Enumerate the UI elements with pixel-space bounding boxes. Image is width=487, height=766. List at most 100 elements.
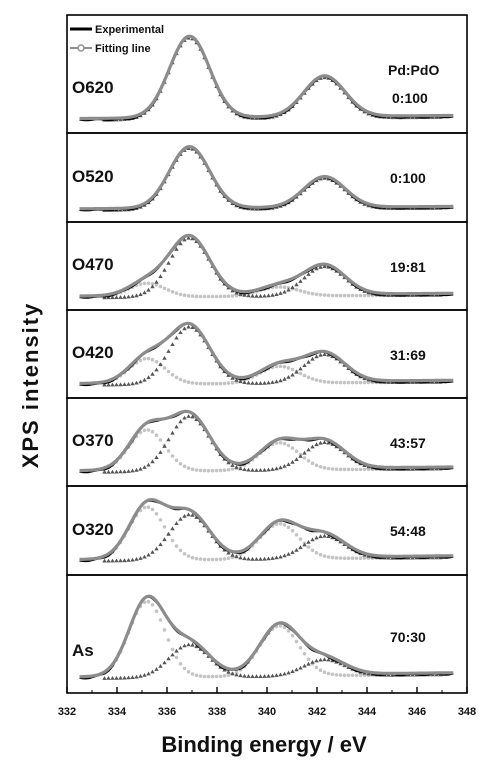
- pdo-component-point: [270, 467, 275, 471]
- pd-component-point: [318, 552, 323, 557]
- pd-component-point: [214, 557, 219, 562]
- pd-component-point: [310, 377, 315, 381]
- pd-component-point: [218, 674, 223, 679]
- pdo-component-point: [166, 656, 171, 661]
- pd-component-point: [338, 293, 343, 298]
- pdo-component-point: [126, 469, 131, 473]
- pd-component-point: [186, 466, 191, 470]
- pd-component-point: [190, 381, 195, 385]
- pdo-component-point: [270, 556, 275, 560]
- pdo-component-point: [278, 672, 283, 677]
- pdo-component-point: [286, 287, 291, 292]
- pdo-component-point: [118, 675, 123, 680]
- pd-component-point: [290, 367, 295, 372]
- pdo-component-point: [234, 465, 239, 469]
- pd-component-point: [342, 293, 347, 298]
- pdo-component-point: [238, 379, 243, 384]
- pd-component-point: [350, 380, 355, 385]
- pdo-component-point: [162, 537, 167, 542]
- pd-component-point: [322, 293, 327, 297]
- pdo-component-point: [142, 377, 147, 382]
- pdo-component-point: [114, 469, 119, 474]
- pd-component-point: [202, 294, 207, 299]
- pd-component-point: [162, 628, 167, 632]
- pdo-component-point: [318, 264, 323, 269]
- pdo-component-point: [122, 469, 127, 474]
- pd-component-point: [198, 674, 203, 678]
- pdo-component-point: [274, 466, 279, 471]
- pdo-component-point: [310, 444, 315, 449]
- pdo-component-point: [294, 547, 299, 552]
- pdo-component-point: [138, 674, 143, 678]
- pd-component-point: [146, 281, 151, 286]
- pd-component-point: [286, 629, 291, 633]
- pdo-component-point: [102, 382, 107, 387]
- pdo-component-point: [294, 282, 299, 287]
- ratio-label: 19:81: [390, 259, 426, 275]
- pdo-component-point: [162, 355, 167, 360]
- pdo-component-point: [118, 295, 123, 299]
- pd-component-point: [210, 557, 215, 562]
- pd-component-point: [142, 281, 147, 286]
- pd-component-point: [210, 381, 215, 386]
- pdo-component-point: [166, 260, 171, 265]
- pdo-component-point: [162, 660, 167, 665]
- pdo-component-point: [266, 467, 271, 472]
- pdo-component-point: [290, 550, 295, 554]
- pdo-component-point: [182, 643, 187, 648]
- pd-component-point: [310, 291, 315, 296]
- pd-component-point: [314, 665, 319, 670]
- pd-component-point: [158, 618, 163, 622]
- pdo-component-point: [130, 557, 135, 562]
- ratio-header: Pd:PdO: [388, 62, 439, 78]
- x-tick-label: 340: [258, 706, 276, 718]
- pd-component-point: [294, 533, 299, 537]
- pd-component-point: [206, 674, 211, 679]
- pdo-component-point: [158, 362, 163, 366]
- pdo-component-point: [298, 545, 303, 550]
- pdo-component-point: [130, 381, 135, 386]
- pd-component-point: [222, 674, 227, 678]
- pdo-component-point: [118, 558, 123, 563]
- panel-label: O370: [72, 431, 114, 450]
- pdo-component-point: [122, 558, 127, 563]
- pd-component-point: [326, 555, 331, 559]
- pd-component-point: [278, 285, 283, 289]
- ratio-label: 0:100: [390, 170, 426, 186]
- pd-component-point: [330, 293, 335, 298]
- pd-component-point: [326, 466, 331, 471]
- pd-component-point: [318, 465, 323, 469]
- fitting-line: [79, 498, 454, 561]
- pd-component-point: [146, 505, 151, 510]
- pdo-component-point: [150, 371, 155, 376]
- fitting-line: [79, 594, 454, 679]
- pdo-component-point: [250, 381, 255, 385]
- pdo-component-point: [302, 542, 307, 547]
- pd-component-point: [174, 655, 179, 660]
- pdo-component-point: [110, 295, 115, 300]
- pd-component-point: [154, 283, 159, 287]
- pd-component-point: [198, 381, 203, 386]
- pd-component-point: [142, 505, 147, 510]
- x-tick-label: 348: [458, 706, 476, 718]
- pd-component-point: [334, 293, 339, 298]
- pdo-component-point: [314, 266, 319, 271]
- pdo-component-point: [118, 382, 123, 387]
- pd-component-point: [298, 646, 303, 650]
- pdo-component-point: [126, 558, 131, 562]
- pd-component-point: [182, 379, 187, 383]
- pdo-component-point: [186, 512, 191, 517]
- pdo-component-point: [138, 292, 143, 296]
- pd-component-point: [290, 528, 295, 533]
- pdo-component-point: [154, 667, 159, 671]
- panel-o520: O520 0:100: [66, 132, 468, 223]
- pdo-component-point: [258, 674, 263, 678]
- pd-component-point: [322, 554, 327, 558]
- pd-component-point: [226, 673, 231, 677]
- fitting-line: [79, 145, 454, 211]
- x-tick-label: 344: [358, 706, 377, 718]
- pdo-component-point: [234, 378, 239, 382]
- pdo-component-point: [134, 557, 139, 561]
- pdo-component-point: [290, 669, 295, 673]
- legend-experimental-label: Experimental: [95, 24, 164, 36]
